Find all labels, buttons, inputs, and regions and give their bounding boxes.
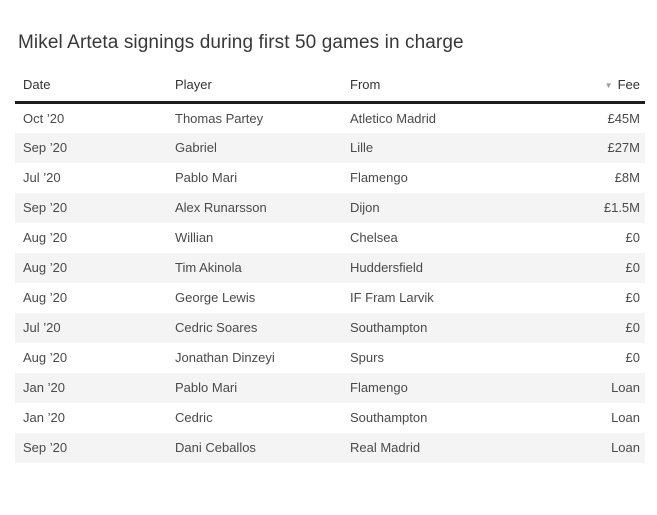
cell-date: Aug ’20 [23, 230, 68, 245]
column-header-fee[interactable]: ▼ Fee [557, 77, 645, 104]
table-row: Sep ’20 Alex Runarsson Dijon £1.5M [15, 192, 645, 223]
cell-fee: £8M [614, 170, 640, 185]
signings-table-container: Date Player From ▼ Fee Oct ’20 Thomas Par… [15, 77, 645, 463]
cell-date: Oct ’20 [23, 110, 65, 126]
cell-from: Flamengo [350, 170, 408, 185]
table-row: Oct ’20 Thomas Partey Atletico Madrid £4… [15, 103, 645, 133]
sort-descending-icon: ▼ [604, 81, 613, 90]
column-header-fee-label: Fee [617, 77, 640, 92]
cell-date: Sep ’20 [23, 140, 68, 155]
cell-player: Pablo Mari [175, 170, 238, 185]
page: Mikel Arteta signings during first 50 ga… [0, 31, 657, 515]
cell-from: Southampton [350, 410, 428, 425]
cell-date: Sep ’20 [23, 440, 68, 455]
cell-player: Jonathan Dinzeyi [175, 350, 275, 365]
cell-player: Gabriel [175, 140, 217, 155]
table-row: Jul ’20 Cedric Soares Southampton £0 [15, 312, 645, 343]
cell-player: Dani Ceballos [175, 440, 256, 455]
cell-fee: £0 [625, 230, 640, 245]
cell-player: Thomas Partey [175, 110, 264, 126]
cell-from: Southampton [350, 320, 428, 335]
cell-from: IF Fram Larvik [350, 290, 434, 305]
cell-from: Spurs [350, 350, 384, 365]
cell-fee: £0 [625, 320, 640, 335]
cell-date: Jan ’20 [23, 380, 65, 395]
table-row: Sep ’20 Gabriel Lille £27M [15, 132, 645, 163]
table-row: Jan ’20 Pablo Mari Flamengo Loan [15, 372, 645, 403]
cell-from: Huddersfield [350, 260, 423, 275]
cell-from: Atletico Madrid [350, 110, 436, 126]
cell-date: Jul ’20 [23, 170, 61, 185]
cell-player: George Lewis [175, 290, 256, 305]
signings-table: Date Player From ▼ Fee Oct ’20 Thomas Par… [15, 77, 645, 463]
cell-fee: £0 [625, 290, 640, 305]
column-header-from[interactable]: From [342, 77, 557, 104]
cell-date: Aug ’20 [23, 290, 68, 305]
cell-from: Dijon [350, 200, 380, 215]
cell-date: Jan ’20 [23, 410, 65, 425]
cell-player: Alex Runarsson [175, 200, 267, 215]
cell-player: Cedric [175, 410, 213, 425]
table-row: Aug ’20 Jonathan Dinzeyi Spurs £0 [15, 343, 645, 373]
cell-date: Aug ’20 [23, 350, 68, 365]
cell-player: Tim Akinola [175, 260, 242, 275]
table-row: Aug ’20 Willian Chelsea £0 [15, 223, 645, 253]
table-row: Jan ’20 Cedric Southampton Loan [15, 403, 645, 433]
cell-fee: £0 [625, 350, 640, 365]
table-row: Jul ’20 Pablo Mari Flamengo £8M [15, 163, 645, 193]
column-header-date[interactable]: Date [15, 77, 167, 104]
cell-from: Lille [350, 140, 374, 155]
cell-fee: Loan [611, 440, 640, 455]
cell-player: Willian [175, 230, 214, 245]
table-row: Aug ’20 Tim Akinola Huddersfield £0 [15, 252, 645, 283]
table-row: Aug ’20 George Lewis IF Fram Larvik £0 [15, 283, 645, 313]
table-header-row: Date Player From ▼ Fee [15, 77, 645, 104]
cell-fee: £27M [607, 140, 640, 155]
cell-from: Real Madrid [350, 440, 421, 455]
cell-fee: £1.5M [603, 200, 640, 215]
table-row: Sep ’20 Dani Ceballos Real Madrid Loan [15, 432, 645, 463]
cell-player: Pablo Mari [175, 380, 238, 395]
cell-date: Aug ’20 [23, 260, 68, 275]
column-header-player[interactable]: Player [167, 77, 342, 104]
cell-from: Chelsea [350, 230, 398, 245]
cell-fee: £45M [607, 110, 640, 126]
cell-date: Sep ’20 [23, 200, 68, 215]
cell-fee: Loan [611, 410, 640, 425]
cell-date: Jul ’20 [23, 320, 61, 335]
cell-fee: Loan [611, 380, 640, 395]
cell-from: Flamengo [350, 380, 408, 395]
page-title: Mikel Arteta signings during first 50 ga… [18, 32, 464, 53]
cell-player: Cedric Soares [175, 320, 258, 335]
cell-fee: £0 [625, 260, 640, 275]
